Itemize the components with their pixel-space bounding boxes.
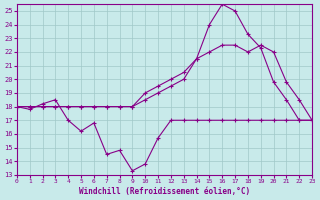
- X-axis label: Windchill (Refroidissement éolien,°C): Windchill (Refroidissement éolien,°C): [79, 187, 250, 196]
